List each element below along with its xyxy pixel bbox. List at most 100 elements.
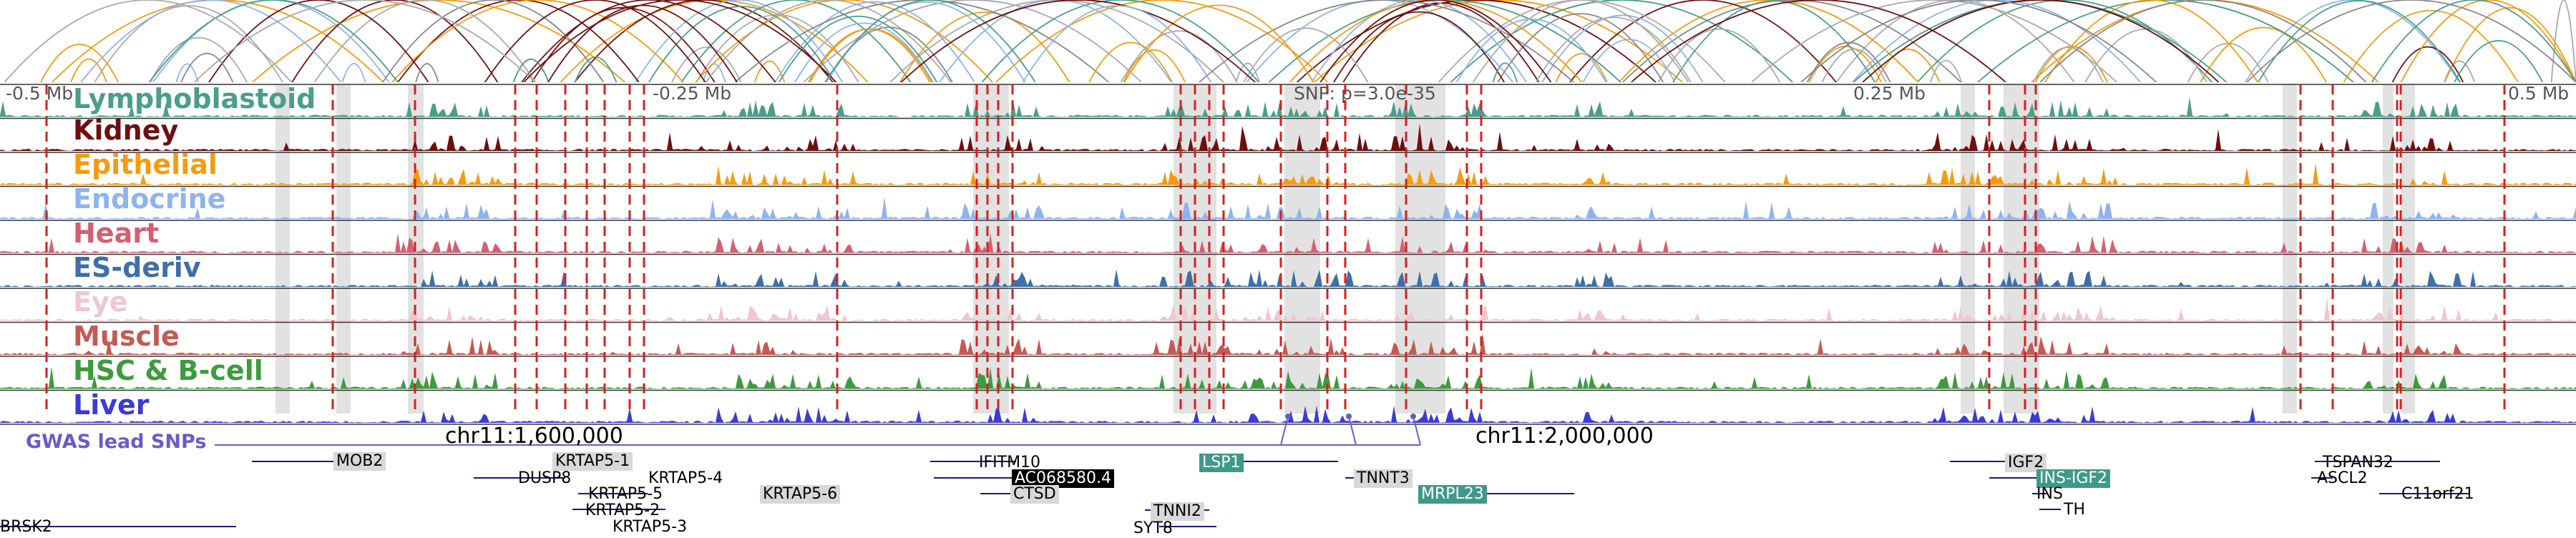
interaction-arc	[1120, 30, 1238, 82]
interaction-arc	[40, 44, 119, 82]
gene-ctsd: CTSD	[1010, 485, 1059, 504]
gwas-snp-stem	[1348, 416, 1357, 446]
highlight-band	[1961, 84, 1975, 414]
gene-krtap5-2: KRTAP5-2	[585, 502, 660, 519]
interaction-arc	[574, 0, 834, 82]
highlight-band	[336, 84, 351, 414]
interaction-arc	[1472, 0, 1689, 82]
gene-ins-igf2: INS-IGF2	[2036, 469, 2111, 488]
interaction-arc	[1333, 11, 1506, 82]
gene-brsk2: BRSK2	[0, 518, 52, 536]
interaction-arc	[94, 5, 283, 82]
interaction-arc	[180, 52, 234, 82]
interaction-arc	[2200, 26, 2327, 82]
interaction-arc	[208, 0, 429, 82]
interaction-arc	[1199, 0, 1575, 82]
track-label-es-deriv: ES-deriv	[73, 252, 201, 283]
track-label-lymphoblastoid: Lymphoblastoid	[73, 83, 316, 114]
interaction-arc	[1875, 49, 1941, 82]
interaction-arc	[1622, 0, 1962, 82]
interaction-arc	[523, 0, 837, 82]
interaction-arc	[2343, 9, 2519, 82]
interaction-arc	[1835, 0, 2075, 82]
track-label-muscle: Muscle	[73, 321, 180, 352]
interaction-arc	[574, 57, 618, 82]
gene-syt8: SYT8	[1133, 519, 1173, 537]
interaction-arc	[1631, 0, 2006, 82]
gene-tspan32: TSPAN32	[2323, 454, 2394, 471]
ruler-label-minus-0-5: -0.5 Mb	[6, 83, 74, 104]
gwas-snp-dot	[1285, 414, 1291, 419]
gene-mrpl23: MRPL23	[1418, 485, 1487, 504]
interaction-arc	[2444, 7, 2576, 82]
interaction-arc	[1088, 41, 1173, 82]
interaction-arc	[1657, 28, 1781, 82]
interaction-arc	[4, 0, 292, 82]
coordinate-label-right: chr11:2,000,000	[1475, 424, 1654, 449]
interaction-arc	[313, 0, 537, 82]
signal-track-2	[0, 163, 2576, 185]
interaction-arc	[2033, 47, 2104, 82]
interaction-arc	[1862, 0, 2220, 82]
highlight-band	[275, 84, 290, 414]
gene-ac068580-4: AC068580.4	[1012, 469, 1114, 488]
interaction-arc	[803, 0, 1142, 82]
highlight-band	[2383, 84, 2394, 414]
track-label-liver: Liver	[73, 389, 150, 421]
interaction-arcs	[4, 0, 2576, 82]
gene-dusp8: DUSP8	[518, 469, 572, 487]
gwas-lead-snps-label: GWAS lead SNPs	[26, 431, 207, 453]
track-label-endocrine: Endocrine	[73, 183, 226, 215]
interaction-arc	[1123, 49, 1186, 82]
interaction-arc	[291, 0, 499, 82]
interaction-arc	[1022, 5, 1212, 82]
interaction-arc	[1497, 13, 1664, 82]
interaction-arc	[148, 0, 399, 82]
interaction-arc	[382, 0, 605, 82]
gwas-snp-stem	[1280, 416, 1289, 446]
interaction-arc	[2400, 0, 2576, 82]
interaction-arc	[1314, 0, 1683, 82]
gene-ifitm10: IFITM10	[979, 454, 1041, 471]
interaction-arc	[175, 63, 199, 82]
interaction-arc	[995, 0, 1328, 82]
gene-krtap5-1: KRTAP5-1	[552, 452, 633, 471]
interaction-arc	[415, 63, 439, 82]
track-label-hsc-b-cell: HSC & B-cell	[73, 355, 263, 386]
interaction-arc	[521, 0, 776, 82]
interaction-arc	[635, 0, 844, 82]
interaction-arc	[512, 59, 550, 82]
gene-th: TH	[2064, 501, 2085, 519]
interaction-arc	[1800, 0, 2157, 82]
gene-lsp1: LSP1	[1199, 454, 1244, 472]
gene-krtap5-3: KRTAP5-3	[613, 518, 688, 536]
interaction-arc	[695, 0, 993, 82]
ruler-label-plus-0-5: 0.5 Mb	[2508, 83, 2570, 104]
interaction-arc	[899, 11, 1070, 82]
gene-tnnt3: TNNT3	[1354, 469, 1413, 488]
interaction-arc	[2454, 40, 2544, 82]
coordinate-label-left: chr11:1,600,000	[445, 424, 623, 449]
interaction-arc	[1235, 62, 1260, 82]
interaction-arc	[2444, 60, 2476, 82]
highlight-band	[2004, 84, 2039, 414]
interaction-arc	[648, 6, 836, 82]
interaction-arc	[1751, 0, 2118, 82]
interaction-arc	[1123, 4, 1314, 82]
interaction-arc	[2550, 0, 2576, 82]
interaction-arc	[753, 60, 786, 82]
interaction-arc	[2391, 46, 2464, 82]
gwas-snp-stem	[1413, 416, 1421, 446]
gwas-snp-dot	[1410, 414, 1416, 419]
interaction-arc	[2246, 0, 2576, 82]
interaction-arc	[391, 0, 684, 82]
interaction-arc	[1319, 0, 1552, 82]
interaction-arc	[2244, 0, 2460, 82]
signal-track-0	[0, 97, 2576, 117]
interaction-arc	[70, 58, 107, 82]
ruler-label-plus-0-25: 0.25 Mb	[1853, 83, 1926, 104]
gene-mob2: MOB2	[333, 452, 386, 471]
ruler-label-minus-0-25: -0.25 Mb	[653, 83, 732, 104]
gene-krtap5-6: KRTAP5-6	[760, 485, 841, 504]
